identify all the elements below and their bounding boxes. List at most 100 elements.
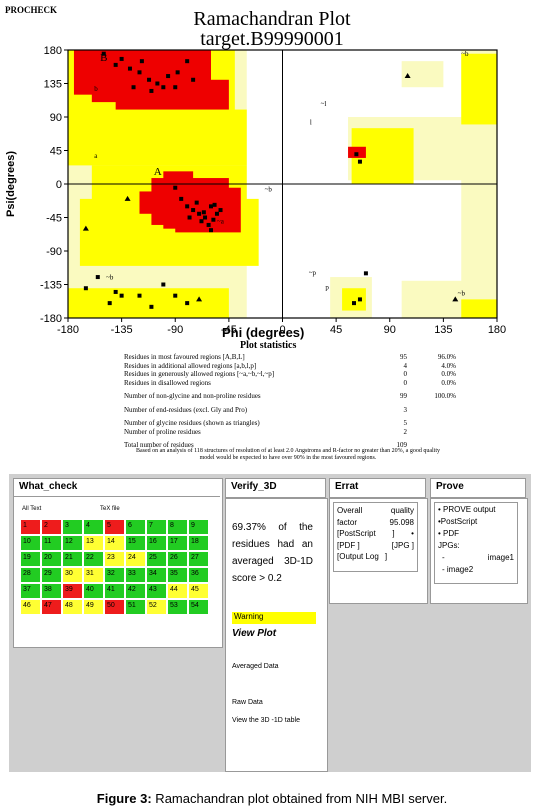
check-cell-51[interactable]: 51 <box>125 599 146 615</box>
check-cell-43[interactable]: 43 <box>146 583 167 599</box>
check-cell-11[interactable]: 11 <box>41 535 62 551</box>
check-cell-49[interactable]: 49 <box>83 599 104 615</box>
check-cell-38[interactable]: 38 <box>41 583 62 599</box>
check-cell-28[interactable]: 28 <box>20 567 41 583</box>
check-cell-24[interactable]: 24 <box>125 551 146 567</box>
check-cell-6[interactable]: 6 <box>125 519 146 535</box>
errat-postscript-link[interactable]: [PostScript <box>337 529 376 538</box>
check-cell-39[interactable]: 39 <box>62 583 83 599</box>
check-cell-48[interactable]: 48 <box>62 599 83 615</box>
check-cell-36[interactable]: 36 <box>188 567 209 583</box>
residue-point <box>107 301 112 306</box>
check-cell-12[interactable]: 12 <box>62 535 83 551</box>
check-cell-42[interactable]: 42 <box>125 583 146 599</box>
check-cell-8[interactable]: 8 <box>167 519 188 535</box>
check-cell-35[interactable]: 35 <box>167 567 188 583</box>
check-cell-10[interactable]: 10 <box>20 535 41 551</box>
prove-image1-link[interactable]: image1 <box>487 553 514 562</box>
tab-all-text[interactable]: All Text <box>22 506 42 512</box>
prove-output-link[interactable]: • PROVE output <box>438 505 496 514</box>
errat-factor-value: 95.098 <box>389 517 414 527</box>
stats-title: Plot statistics <box>240 340 297 351</box>
region-favoured <box>115 79 229 110</box>
view-table-link[interactable]: View the 3D -1D table <box>232 717 300 724</box>
check-cell-50[interactable]: 50 <box>104 599 125 615</box>
check-cell-20[interactable]: 20 <box>41 551 62 567</box>
stat-row: Number of glycine residues (shown as tri… <box>124 419 407 427</box>
check-cell-2[interactable]: 2 <box>41 519 62 535</box>
check-cell-3[interactable]: 3 <box>62 519 83 535</box>
check-cell-5[interactable]: 5 <box>104 519 125 535</box>
errat-output-log-link[interactable]: [Output Log <box>337 552 379 561</box>
plot-subtitle: target.B99990001 <box>200 28 344 50</box>
raw-data-link[interactable]: Raw Data <box>232 699 263 706</box>
prove-box: • PROVE output •PostScript • PDF JPGs: -… <box>434 502 518 584</box>
residue-point <box>209 204 213 209</box>
check-cell-4[interactable]: 4 <box>83 519 104 535</box>
residue-point <box>363 271 368 276</box>
check-cell-54[interactable]: 54 <box>188 599 209 615</box>
check-cell-31[interactable]: 31 <box>83 567 104 583</box>
region-label: A <box>154 166 162 178</box>
residue-point <box>173 293 178 298</box>
view-plot-link[interactable]: View Plot <box>232 628 277 639</box>
check-cell-46[interactable]: 46 <box>20 599 41 615</box>
residue-point <box>357 297 362 302</box>
residue-point <box>161 85 166 90</box>
check-cell-34[interactable]: 34 <box>146 567 167 583</box>
check-cell-22[interactable]: 22 <box>83 551 104 567</box>
bracket: ] <box>384 552 388 561</box>
check-cell-53[interactable]: 53 <box>167 599 188 615</box>
residue-point <box>187 215 192 220</box>
check-cell-16[interactable]: 16 <box>146 535 167 551</box>
check-cell-15[interactable]: 15 <box>125 535 146 551</box>
check-cell-23[interactable]: 23 <box>104 551 125 567</box>
check-cell-37[interactable]: 37 <box>20 583 41 599</box>
errat-pdf-link[interactable]: [PDF ] <box>337 540 360 550</box>
residue-point <box>199 219 204 224</box>
region-label: a <box>94 152 98 160</box>
tab-tex-file[interactable]: TeX file <box>100 506 120 512</box>
residue-point <box>206 222 211 227</box>
check-cell-7[interactable]: 7 <box>146 519 167 535</box>
region-label: ~b <box>106 273 114 281</box>
prove-pdf-link[interactable]: • PDF <box>438 529 460 538</box>
region-label: ~b <box>265 185 273 193</box>
check-cell-30[interactable]: 30 <box>62 567 83 583</box>
x-tick-label: 180 <box>488 324 506 334</box>
check-cell-26[interactable]: 26 <box>167 551 188 567</box>
check-cell-14[interactable]: 14 <box>104 535 125 551</box>
check-cell-18[interactable]: 18 <box>188 535 209 551</box>
averaged-data-link[interactable]: Averaged Data <box>232 663 279 670</box>
check-cell-27[interactable]: 27 <box>188 551 209 567</box>
region-label: B <box>100 52 107 64</box>
check-cell-47[interactable]: 47 <box>41 599 62 615</box>
region-label: b <box>94 85 98 93</box>
prove-image2-link[interactable]: image2 <box>446 565 474 574</box>
prove-title: Prove <box>430 478 526 498</box>
residue-point <box>185 204 190 209</box>
check-cell-29[interactable]: 29 <box>41 567 62 583</box>
region-allowed <box>365 146 402 177</box>
check-cell-52[interactable]: 52 <box>146 599 167 615</box>
dash: - <box>442 553 445 562</box>
check-cell-17[interactable]: 17 <box>167 535 188 551</box>
check-cell-25[interactable]: 25 <box>146 551 167 567</box>
dash: - <box>442 565 445 574</box>
check-cell-1[interactable]: 1 <box>20 519 41 535</box>
check-cell-13[interactable]: 13 <box>83 535 104 551</box>
check-cell-45[interactable]: 45 <box>188 583 209 599</box>
check-cell-32[interactable]: 32 <box>104 567 125 583</box>
residue-point <box>175 70 180 75</box>
errat-jpg-link[interactable]: [JPG ] <box>391 540 414 550</box>
check-cell-9[interactable]: 9 <box>188 519 209 535</box>
check-cell-33[interactable]: 33 <box>125 567 146 583</box>
ramachandran-plot: -180 -135 -90 -45 0 45 90 135 180 180 135 90 45 0 -45 -… <box>5 45 506 334</box>
check-cell-44[interactable]: 44 <box>167 583 188 599</box>
prove-postscript-link[interactable]: •PostScript <box>438 517 478 526</box>
check-cell-41[interactable]: 41 <box>104 583 125 599</box>
check-cell-19[interactable]: 19 <box>20 551 41 567</box>
check-cell-40[interactable]: 40 <box>83 583 104 599</box>
check-cell-21[interactable]: 21 <box>62 551 83 567</box>
residue-point <box>352 301 356 306</box>
